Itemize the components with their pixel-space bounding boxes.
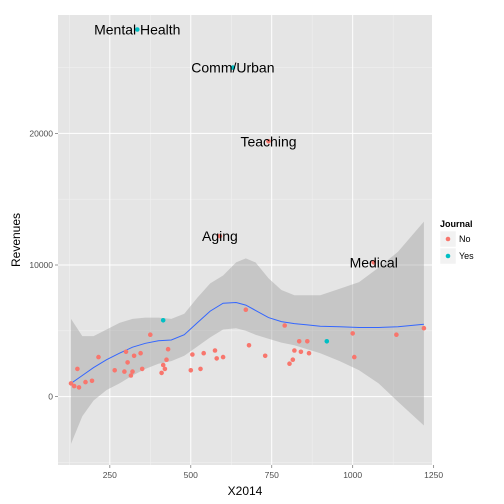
- data-point-no: [83, 379, 88, 385]
- x-tick-label: 1250: [424, 470, 443, 480]
- data-point-no: [89, 378, 95, 384]
- data-point-no: [139, 366, 145, 372]
- data-point-no: [68, 381, 74, 386]
- data-point-no: [350, 331, 356, 336]
- data-point-no: [188, 368, 194, 373]
- data-point-no: [190, 352, 195, 357]
- data-point-no: [76, 385, 82, 390]
- data-point-no: [138, 350, 143, 356]
- y-tick-label: 10000: [29, 260, 53, 270]
- data-point-no: [292, 348, 297, 353]
- data-point-no: [305, 339, 310, 344]
- data-point-yes: [324, 339, 330, 344]
- point-label: Aging: [202, 228, 238, 244]
- legend-label: No: [459, 234, 471, 244]
- data-point-no: [198, 366, 203, 372]
- data-point-no: [262, 353, 268, 359]
- data-point-no: [122, 369, 127, 374]
- data-point-no: [162, 366, 168, 372]
- data-point-no: [201, 350, 206, 356]
- x-axis: 250 500 750 1000 1250: [103, 465, 443, 480]
- data-point-no: [306, 350, 312, 356]
- smooth-line: [70, 301, 424, 384]
- point-label: Teaching: [240, 133, 296, 149]
- points-layer: [68, 27, 427, 390]
- legend-title: Journal: [440, 219, 473, 229]
- data-point-no: [266, 139, 271, 144]
- data-point-no: [371, 260, 377, 265]
- data-point-yes: [160, 318, 166, 323]
- data-point-no: [282, 323, 288, 328]
- y-axis: 0 10000 20000: [29, 128, 58, 402]
- data-point-no: [212, 348, 218, 353]
- data-point-no: [125, 360, 130, 365]
- data-point-no: [243, 307, 249, 313]
- data-point-no: [246, 343, 252, 348]
- data-point-no: [394, 332, 399, 338]
- x-axis-title: X2014: [228, 484, 263, 498]
- data-point-no: [123, 349, 129, 355]
- point-label: Mental Health: [94, 22, 180, 38]
- y-tick-label: 20000: [29, 128, 53, 138]
- data-point-no: [130, 369, 135, 374]
- legend-key-marker: [445, 253, 451, 259]
- data-point-no: [352, 354, 357, 360]
- data-point-no: [217, 233, 223, 239]
- data-point-no: [290, 357, 296, 363]
- legend: Journal No Yes: [439, 219, 474, 265]
- data-point-yes: [230, 65, 236, 70]
- data-point-no: [165, 346, 171, 352]
- data-point-yes: [135, 27, 140, 32]
- data-point-no: [296, 339, 302, 344]
- data-point-no: [298, 349, 304, 355]
- x-tick-label: 750: [265, 470, 279, 480]
- y-axis-title: Revenues: [9, 213, 23, 267]
- x-tick-label: 250: [103, 470, 117, 480]
- x-tick-label: 1000: [343, 470, 362, 480]
- data-point-no: [71, 383, 77, 389]
- data-point-no: [148, 332, 153, 338]
- data-point-no: [287, 361, 292, 367]
- data-point-no: [421, 325, 427, 331]
- plot-panel: [58, 15, 432, 465]
- data-point-no: [159, 370, 164, 376]
- data-point-no: [214, 356, 219, 361]
- data-point-no: [112, 368, 117, 373]
- legend-key-marker: [445, 236, 451, 242]
- y-tick-label: 0: [48, 392, 53, 402]
- point-label: Medical: [350, 254, 398, 270]
- data-point-no: [164, 357, 169, 363]
- minor-gridlines: [58, 15, 432, 465]
- data-point-no: [128, 373, 134, 378]
- data-point-no: [131, 353, 137, 359]
- legend-label: Yes: [459, 251, 474, 261]
- major-gridlines: [58, 15, 435, 465]
- labels-layer: Mental Health Comm/Urban Teaching Aging Medi…: [94, 22, 398, 271]
- point-label: Comm/Urban: [191, 60, 274, 76]
- data-point-no: [220, 354, 226, 360]
- data-point-no: [96, 354, 101, 360]
- x-tick-label: 500: [184, 470, 198, 480]
- data-point-no: [75, 366, 80, 372]
- data-point-no: [160, 362, 166, 368]
